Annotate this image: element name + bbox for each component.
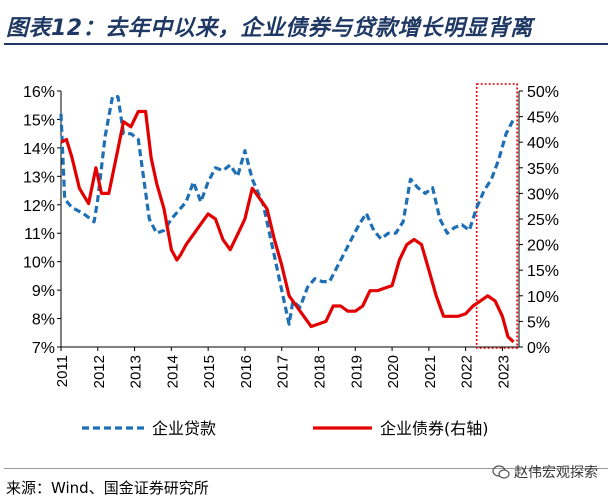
loan-series-line (59, 95, 515, 326)
right-tick-label: 20% (527, 238, 559, 255)
x-tick-label: 2014 (164, 355, 181, 388)
highlight-box (475, 83, 518, 349)
x-tick-label: 2017 (275, 355, 292, 388)
watermark: 赵伟宏观探索 (492, 462, 598, 482)
right-tick-label: 25% (527, 212, 559, 229)
source-note: 来源：Wind、国金证券研究所 (6, 479, 209, 497)
left-tick-label: 11% (24, 226, 55, 243)
left-tick-label: 9% (32, 283, 55, 300)
left-tick-label: 16% (23, 84, 55, 101)
left-tick-label: 8% (32, 312, 55, 329)
x-tick-label: 2011 (54, 355, 71, 387)
chart-axes (57, 83, 523, 351)
left-tick-label: 10% (23, 255, 55, 272)
left-tick-label: 12% (23, 198, 55, 215)
bond-series-line (60, 109, 515, 344)
x-tick-label: 2023 (495, 355, 512, 388)
left-tick-label: 7% (32, 340, 55, 357)
footer-divider (4, 468, 608, 469)
left-tick-label: 13% (23, 169, 55, 186)
right-tick-label: 45% (527, 110, 559, 127)
right-tick-label: 10% (527, 289, 559, 306)
right-tick-label: 40% (527, 135, 559, 152)
chart: 16% 15% 14% 13% 12% 11% 10% 9% 8% 7% 50% 45% 40% 35% 3… (23, 83, 559, 438)
x-tick-label: 2022 (459, 355, 476, 388)
x-tick-label: 2018 (312, 355, 329, 388)
right-tick-label: 30% (527, 186, 559, 203)
watermark-text: 赵伟宏观探索 (514, 465, 598, 481)
x-tick-label: 2013 (128, 355, 145, 388)
legend-bond-label: 企业债券(右轴) (380, 419, 489, 438)
x-tick-label: 2016 (238, 355, 255, 388)
title-underline (4, 43, 608, 45)
title-bar: 图表12：去年中以来，企业债券与贷款增长明显背离 (0, 0, 612, 50)
wechat-icon (492, 465, 510, 479)
right-tick-label: 15% (527, 263, 559, 280)
chart-legend: 企业贷款 企业债券(右轴) (82, 419, 489, 438)
x-tick-label: 2019 (348, 355, 365, 388)
left-tick-label: 14% (23, 141, 55, 158)
right-tick-label: 5% (527, 314, 550, 331)
x-tick-label: 2015 (201, 355, 218, 388)
right-tick-label: 50% (527, 84, 559, 101)
x-tick-label: 2012 (91, 355, 108, 388)
legend-loan-label: 企业贷款 (152, 419, 216, 438)
x-tick-label: 2021 (422, 355, 439, 388)
right-tick-label: 0% (527, 340, 550, 357)
x-tick-label: 2020 (385, 355, 402, 388)
left-tick-label: 15% (23, 112, 55, 129)
chart-title: 图表12：去年中以来，企业债券与贷款增长明显背离 (6, 16, 533, 41)
chart-series (59, 95, 515, 344)
right-tick-label: 35% (527, 161, 559, 178)
chart-labels: 16% 15% 14% 13% 12% 11% 10% 9% 8% 7% 50% 45% 40% 35% 3… (23, 84, 559, 388)
